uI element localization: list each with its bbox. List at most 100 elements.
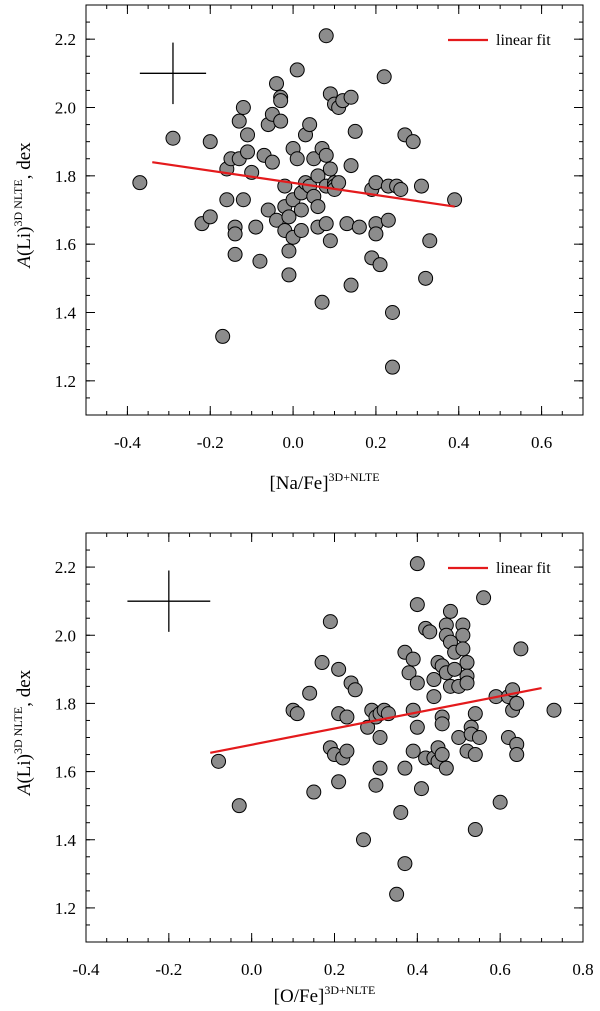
data-point <box>409 719 425 735</box>
data-point <box>273 113 289 129</box>
data-point <box>442 603 458 619</box>
data-point <box>397 856 413 872</box>
data-point <box>476 590 492 606</box>
data-point <box>351 219 367 235</box>
data-point <box>372 760 388 776</box>
data-point <box>322 233 338 249</box>
data-point <box>451 730 467 745</box>
chart-panel-1: -0.4 -0.2 0.0 0.2 0.4 0.6 1.2 1.4 1.6 1.8 2.0 2.2 [N… <box>11 4 584 494</box>
data-point <box>347 682 363 698</box>
x-tick-label: -0.4 <box>114 433 141 452</box>
data-point <box>401 665 417 681</box>
x-tick-label: -0.4 <box>73 960 100 979</box>
y-tick-label: 1.2 <box>55 899 76 918</box>
data-point <box>434 747 450 763</box>
data-point <box>215 328 231 344</box>
data-point <box>273 93 289 109</box>
data-point <box>393 182 409 197</box>
x-tick-label: 0.6 <box>531 433 552 452</box>
data-point <box>397 760 413 776</box>
x-tick-label: 0.6 <box>490 960 511 979</box>
y-tick-label: 1.6 <box>55 235 76 254</box>
data-point <box>355 832 371 848</box>
data-point <box>467 747 483 763</box>
data-point <box>293 202 309 218</box>
data-point <box>418 270 434 286</box>
x-tick-label: 0.8 <box>572 960 593 979</box>
data-point <box>339 709 355 725</box>
x-tick-label: 0.2 <box>365 433 386 452</box>
data-point <box>376 69 392 85</box>
data-point <box>231 798 247 814</box>
data-point <box>368 777 384 793</box>
y-axis-title: A(Li)3D NLTE, dex <box>11 669 35 797</box>
data-point <box>409 675 425 691</box>
legend-label: linear fit <box>496 560 551 577</box>
x-axis-title: [Na/Fe]3D+NLTE <box>269 470 379 494</box>
data-point <box>422 233 438 249</box>
data-point <box>372 257 388 273</box>
data-point <box>331 774 347 790</box>
data-point <box>384 305 400 320</box>
data-point <box>409 597 425 613</box>
y-tick-label: 1.8 <box>55 694 76 713</box>
data-point <box>413 178 429 194</box>
y-tick-label: 1.8 <box>55 167 76 186</box>
x-tick-label: 0.2 <box>324 960 345 979</box>
data-point <box>227 246 243 262</box>
y-tick-label: 2.0 <box>55 626 76 645</box>
data-point <box>513 641 529 657</box>
data-point <box>331 661 347 677</box>
data-point <box>240 144 256 160</box>
data-point <box>405 651 421 667</box>
data-point <box>380 212 396 228</box>
data-point <box>310 168 326 184</box>
plot-frame <box>85 4 584 416</box>
chart-panel-2: -0.4 -0.2 0.0 0.2 0.4 0.6 0.8 1.2 1.4 1.6 1.8 2.0 2.… <box>11 532 594 1007</box>
data-point <box>405 743 421 759</box>
x-tick-label: 0.4 <box>407 960 429 979</box>
data-point <box>447 192 463 208</box>
data-point <box>426 672 442 688</box>
data-point <box>231 113 247 129</box>
data-point <box>302 117 318 133</box>
data-point <box>202 134 218 150</box>
data-point <box>343 277 359 293</box>
data-point <box>409 556 425 572</box>
data-point <box>318 147 334 163</box>
data-point <box>413 781 429 797</box>
data-point <box>447 661 463 677</box>
data-point <box>331 175 347 191</box>
data-point <box>252 253 268 269</box>
data-point <box>306 784 322 800</box>
x-tick-label: -0.2 <box>197 433 224 452</box>
x-tick-label: 0.0 <box>282 433 303 452</box>
data-point <box>132 175 148 191</box>
data-point <box>343 89 359 105</box>
data-point <box>302 685 318 701</box>
data-point <box>426 689 442 705</box>
data-point <box>422 624 438 640</box>
data-point <box>492 794 508 810</box>
data-point <box>405 134 421 150</box>
data-point <box>546 702 562 718</box>
data-point <box>202 209 218 225</box>
data-point <box>235 100 251 115</box>
data-point <box>438 760 454 776</box>
data-point <box>318 28 334 44</box>
linear-fit-line <box>152 161 455 208</box>
data-point <box>219 192 235 208</box>
data-point <box>384 359 400 375</box>
y-tick-label: 1.2 <box>55 372 76 391</box>
x-tick-label: 0.0 <box>241 960 262 979</box>
data-point <box>368 226 384 242</box>
linear-fit-line <box>210 686 542 754</box>
data-point <box>289 62 305 78</box>
x-tick-label: 0.4 <box>448 433 470 452</box>
data-point <box>372 730 388 745</box>
data-point <box>281 267 297 283</box>
data-point <box>318 216 334 232</box>
x-tick-label: -0.2 <box>155 960 182 979</box>
x-axis-title: [O/Fe]3D+NLTE <box>274 983 376 1007</box>
